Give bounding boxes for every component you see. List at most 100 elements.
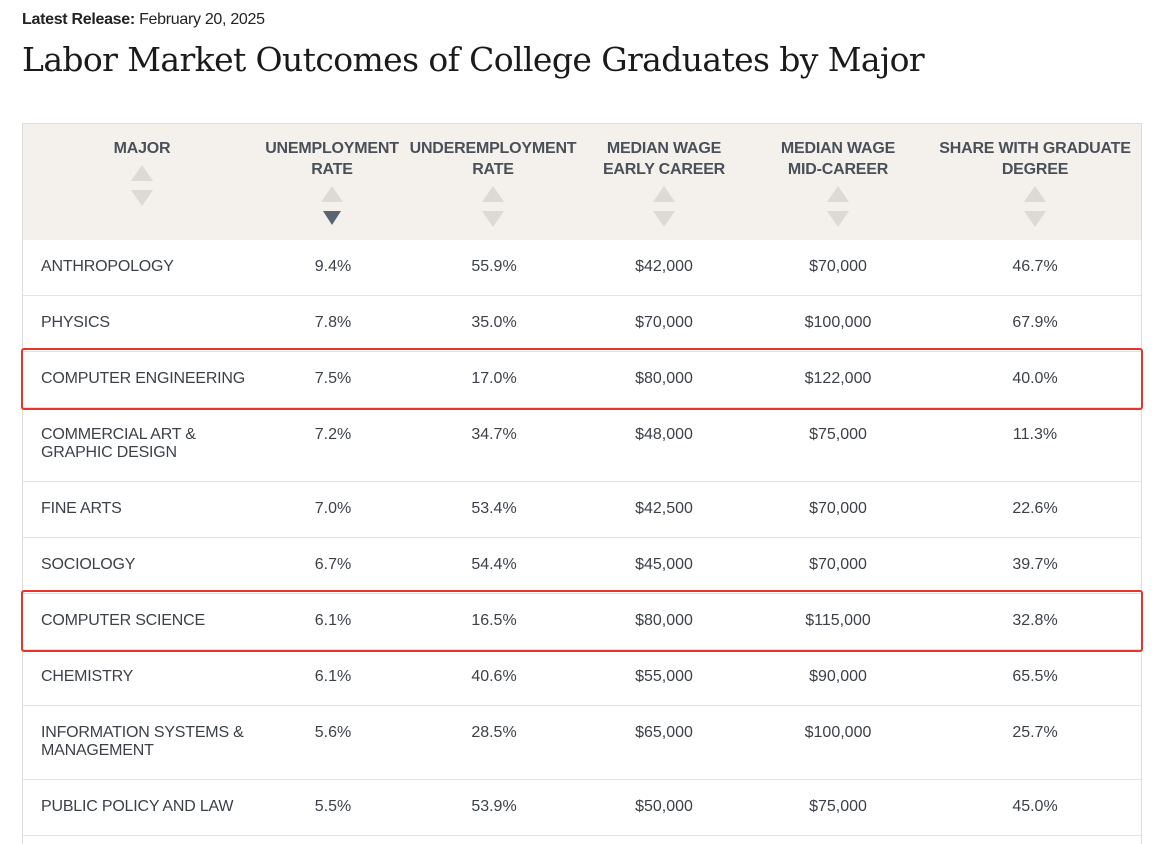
sort-ascending-icon[interactable]: [131, 165, 153, 181]
cell-major: ANTHROPOLOGY: [41, 258, 174, 275]
cell-underemployment-rate: 16.5%: [471, 612, 517, 629]
cell-median-wage-early: $48,000: [635, 426, 693, 443]
cell-underemployment-rate: 40.6%: [471, 668, 517, 685]
cell-median-wage-early: $80,000: [635, 612, 693, 629]
column-header-underemployment-line1: UNDEREMPLOYMENT: [409, 140, 577, 157]
sort-ascending-icon[interactable]: [482, 186, 504, 202]
cell-graduate-share: 11.3%: [1012, 426, 1058, 443]
cell-unemployment-rate: 7.2%: [314, 426, 352, 443]
cell-graduate-share: 32.8%: [1012, 612, 1058, 629]
table-row: INFORMATION SYSTEMS & MANAGEMENT 5.6% 28.5…: [23, 706, 1141, 780]
cell-graduate-share: 25.7%: [1012, 724, 1058, 741]
cell-graduate-share: 46.7%: [1012, 258, 1058, 275]
cell-major: PUBLIC POLICY AND LAW: [41, 798, 234, 815]
sort-descending-icon[interactable]: [653, 211, 675, 227]
sort-ascending-icon[interactable]: [1024, 186, 1046, 202]
cell-major: INFORMATION SYSTEMS & MANAGEMENT: [41, 724, 244, 759]
table-row: SOCIOLOGY 6.7% 54.4% $45,000 $70,000 39.7%: [23, 538, 1141, 594]
cell-median-wage-mid: $70,000: [809, 556, 867, 573]
cell-graduate-share: 65.5%: [1012, 668, 1058, 685]
column-header-unemployment[interactable]: UNEMPLOYMENT RATE: [262, 138, 402, 225]
cell-median-wage-early: $55,000: [635, 668, 693, 685]
column-header-underemployment-line2: RATE: [472, 161, 514, 178]
cell-underemployment-rate: 35.0%: [471, 314, 517, 331]
cell-major: FINE ARTS: [41, 500, 122, 517]
cell-underemployment-rate: 54.4%: [471, 556, 517, 573]
cell-underemployment-rate: 28.5%: [471, 724, 517, 741]
sort-control-major[interactable]: [82, 165, 202, 206]
cell-graduate-share: 39.7%: [1012, 556, 1058, 573]
sort-ascending-icon[interactable]: [321, 186, 343, 202]
cell-underemployment-rate: 17.0%: [471, 370, 517, 387]
sort-descending-icon[interactable]: [827, 211, 849, 227]
cell-median-wage-early: $80,000: [635, 370, 693, 387]
cell-median-wage-mid: $70,000: [809, 500, 867, 517]
cell-major: SOCIOLOGY: [41, 556, 136, 573]
sort-ascending-icon[interactable]: [653, 186, 675, 202]
sort-ascending-icon[interactable]: [827, 186, 849, 202]
cell-major: COMPUTER SCIENCE: [41, 612, 205, 629]
cell-median-wage-mid: $75,000: [809, 798, 867, 815]
cell-major: PHYSICS: [41, 314, 110, 331]
cell-median-wage-early: $42,000: [635, 258, 693, 275]
sort-descending-icon[interactable]: [131, 190, 153, 206]
latest-release-label: Latest Release:: [22, 11, 135, 28]
cell-underemployment-rate: 53.9%: [471, 798, 517, 815]
column-header-unemployment-line1: UNEMPLOYMENT: [265, 140, 399, 157]
column-header-early-career-line1: MEDIAN WAGE: [606, 140, 722, 157]
table-header: MAJOR UNEMPLOYMENT RATE UNDEREMPLOYMENT …: [23, 124, 1141, 240]
cell-median-wage-mid: $122,000: [804, 370, 872, 387]
cell-median-wage-mid: $100,000: [804, 724, 872, 741]
cell-major: COMPUTER ENGINEERING: [41, 370, 246, 387]
column-header-mid-career[interactable]: MEDIAN WAGE MID-CAREER: [768, 138, 908, 227]
sort-control-mid-career[interactable]: [768, 186, 908, 227]
table-row: PHYSICS 7.8% 35.0% $70,000 $100,000 67.9%: [23, 296, 1141, 352]
column-header-major-label: MAJOR: [113, 140, 171, 157]
column-header-major[interactable]: MAJOR: [82, 138, 202, 206]
column-header-graduate-degree[interactable]: SHARE WITH GRADUATE DEGREE: [935, 138, 1135, 227]
sort-control-graduate-degree[interactable]: [935, 186, 1135, 227]
column-header-early-career-line2: EARLY CAREER: [602, 161, 726, 178]
cell-graduate-share: 22.6%: [1012, 500, 1058, 517]
cell-unemployment-rate: 6.1%: [314, 612, 352, 629]
page-title: Labor Market Outcomes of College Graduat…: [22, 40, 925, 79]
cell-median-wage-mid: $90,000: [809, 668, 867, 685]
cell-unemployment-rate: 6.7%: [314, 556, 352, 573]
cell-underemployment-rate: 53.4%: [471, 500, 517, 517]
column-header-early-career[interactable]: MEDIAN WAGE EARLY CAREER: [594, 138, 734, 227]
cell-graduate-share: 67.9%: [1012, 314, 1058, 331]
table-row: COMPUTER SCIENCE 6.1% 16.5% $80,000 $115,000…: [23, 594, 1141, 650]
column-header-unemployment-line2: RATE: [311, 161, 353, 178]
cell-median-wage-early: $45,000: [635, 556, 693, 573]
cell-underemployment-rate: 34.7%: [471, 426, 517, 443]
cell-median-wage-mid: $75,000: [809, 426, 867, 443]
cell-underemployment-rate: 55.9%: [471, 258, 517, 275]
column-header-mid-career-line2: MID-CAREER: [787, 161, 889, 178]
cell-unemployment-rate: 7.0%: [314, 500, 352, 517]
table-row: ANTHROPOLOGY 9.4% 55.9% $42,000 $70,000 46.7%: [23, 240, 1141, 296]
cell-unemployment-rate: 7.5%: [314, 370, 352, 387]
table-row: FINE ARTS 7.0% 53.4% $42,500 $70,000 22.6%: [23, 482, 1141, 538]
sort-descending-icon[interactable]: [1024, 211, 1046, 227]
cell-major: CHEMISTRY: [41, 668, 134, 685]
sort-control-early-career[interactable]: [594, 186, 734, 227]
cell-median-wage-early: $65,000: [635, 724, 693, 741]
table-row: COMPUTER ENGINEERING 7.5% 17.0% $80,000 $122…: [23, 352, 1141, 408]
sort-control-unemployment[interactable]: [262, 186, 402, 225]
cell-unemployment-rate: 5.5%: [314, 798, 352, 815]
cell-graduate-share: 45.0%: [1012, 798, 1058, 815]
column-header-mid-career-line1: MEDIAN WAGE: [780, 140, 896, 157]
table-row: CHEMISTRY 6.1% 40.6% $55,000 $90,000 65.5%: [23, 650, 1141, 706]
cell-median-wage-early: $42,500: [635, 500, 693, 517]
cell-unemployment-rate: 5.6%: [314, 724, 352, 741]
cell-unemployment-rate: 6.1%: [314, 668, 352, 685]
sort-descending-icon[interactable]: [482, 211, 504, 227]
cell-graduate-share: 40.0%: [1012, 370, 1058, 387]
column-header-underemployment[interactable]: UNDEREMPLOYMENT RATE: [408, 138, 578, 227]
cell-unemployment-rate: 7.8%: [314, 314, 352, 331]
cell-median-wage-early: $70,000: [635, 314, 693, 331]
cell-median-wage-early: $50,000: [635, 798, 693, 815]
sort-control-underemployment[interactable]: [408, 186, 578, 227]
sort-descending-active-icon[interactable]: [323, 211, 341, 225]
latest-release-line: Latest Release: February 20, 2025: [22, 11, 265, 29]
